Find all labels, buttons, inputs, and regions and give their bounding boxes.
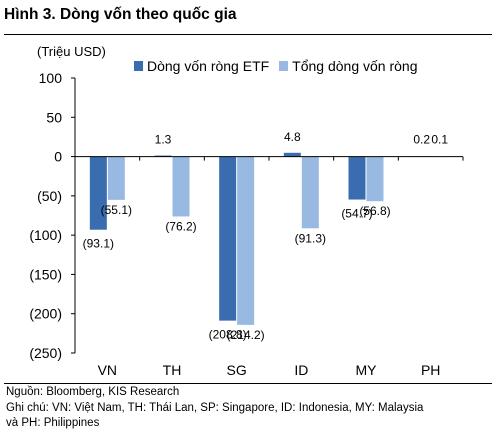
bar-etf-id — [283, 152, 301, 157]
title-divider — [4, 34, 492, 35]
bar-total-vn — [107, 156, 125, 200]
y-tick-label: (50) — [37, 188, 62, 204]
footer-divider — [4, 383, 492, 384]
category-label: PH — [421, 362, 440, 378]
y-tick-label: (150) — [29, 266, 62, 282]
y-tick-label: 100 — [39, 70, 63, 86]
y-tick-label: 0 — [54, 149, 62, 165]
category-label: MY — [356, 362, 378, 378]
category-label: TH — [163, 362, 182, 378]
data-label-etf: (208.8) — [209, 328, 247, 342]
data-label-etf: 1.3 — [155, 133, 172, 147]
bar-etf-my — [348, 156, 366, 200]
category-label: ID — [294, 362, 308, 378]
figure-title: Hình 3. Dòng vốn theo quốc gia — [4, 6, 237, 23]
category-label: SG — [227, 362, 247, 378]
data-label-total: 0.1 — [431, 133, 448, 147]
data-label-etf: 4.8 — [284, 130, 301, 144]
legend-swatch-etf — [134, 61, 143, 71]
data-label-total: (55.1) — [101, 203, 132, 217]
source-note: Nguồn: Bloomberg, KIS Research — [6, 386, 180, 398]
y-tick-label: (250) — [29, 345, 62, 361]
bar-etf-vn — [89, 156, 107, 230]
bar-total-id — [301, 156, 319, 229]
data-label-etf: 0.2 — [413, 133, 430, 147]
legend-swatch-total — [279, 61, 289, 71]
data-label-total: (91.3) — [295, 231, 326, 245]
data-label-etf: (54.7) — [341, 207, 372, 221]
data-label-etf: (93.1) — [83, 237, 114, 251]
legend-label-etf: Dòng vốn ròng ETF — [147, 58, 270, 74]
explanatory-note-line2: và PH: Philippines — [6, 417, 100, 429]
bar-total-th — [172, 156, 190, 217]
bar-etf-sg — [219, 156, 237, 321]
legend-label-total: Tổng dòng vốn ròng — [292, 58, 418, 74]
bar-total-sg — [237, 156, 255, 325]
legend-item-etf: Dòng vốn ròng ETF — [134, 58, 269, 74]
y-unit-label: (Triệu USD) — [37, 44, 106, 59]
explanatory-note-line1: Ghi chú: VN: Việt Nam, TH: Thái Lan, SP:… — [6, 402, 424, 414]
category-label: VN — [98, 362, 117, 378]
data-label-total: (76.2) — [165, 219, 196, 233]
y-tick-label: 50 — [46, 109, 62, 125]
legend-item-total: Tổng dòng vốn ròng — [279, 58, 418, 74]
bar-total-my — [366, 156, 384, 202]
y-tick-label: (100) — [29, 227, 62, 243]
y-tick-label: (200) — [29, 306, 62, 322]
bar-etf-th — [154, 155, 172, 157]
data-label-total: (214.2) — [227, 328, 265, 342]
chart-legend: Dòng vốn ròng ETF Tổng dòng vốn ròng — [134, 58, 428, 74]
data-label-total: (56.8) — [359, 204, 390, 218]
